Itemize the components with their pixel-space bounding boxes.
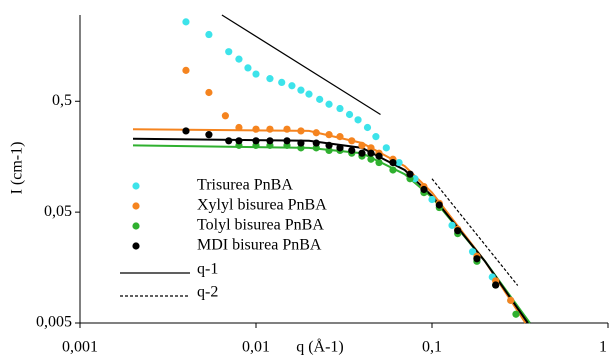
data-point xyxy=(389,166,397,174)
y-axis-title: I (cm-1) xyxy=(9,142,26,195)
legend-label: Tolyl bisurea PnBA xyxy=(197,217,324,234)
data-point xyxy=(252,70,260,78)
fit-line xyxy=(132,128,527,324)
legend-marker xyxy=(132,222,140,230)
data-point xyxy=(468,248,477,256)
data-point xyxy=(348,137,356,145)
data-point xyxy=(411,175,419,183)
x-tick-label: 0,01 xyxy=(242,339,270,356)
guide-line xyxy=(221,14,381,116)
data-point xyxy=(225,48,233,56)
data-point xyxy=(235,123,243,132)
data-point xyxy=(235,55,243,63)
data-point xyxy=(235,137,243,145)
data-point xyxy=(435,201,443,209)
data-point xyxy=(182,18,190,26)
data-point xyxy=(312,129,320,137)
guide-line xyxy=(431,178,519,286)
data-point xyxy=(221,112,229,120)
data-point xyxy=(448,221,456,229)
data-point xyxy=(473,255,481,263)
data-point xyxy=(454,227,462,235)
data-point xyxy=(266,75,274,83)
data-point xyxy=(336,133,344,141)
data-point xyxy=(428,195,436,204)
data-point xyxy=(395,158,403,167)
legend-label: MDI bisurea PnBA xyxy=(197,237,322,254)
data-point xyxy=(367,155,375,163)
data-point xyxy=(367,149,375,157)
data-point xyxy=(389,158,397,167)
data-point xyxy=(375,158,383,167)
data-point xyxy=(252,125,260,133)
data-point xyxy=(325,100,333,108)
data-point xyxy=(182,66,190,74)
data-point xyxy=(266,125,274,133)
legend-label: Xylyl bisurea PnBA xyxy=(197,197,327,214)
data-point xyxy=(367,144,375,152)
data-point xyxy=(375,152,383,160)
data-point xyxy=(336,104,344,113)
y-tick-label: 0,05 xyxy=(44,203,72,220)
data-point xyxy=(266,137,274,145)
data-point xyxy=(205,88,213,97)
data-point xyxy=(182,127,190,135)
data-point xyxy=(492,281,500,289)
legend-label: Trisurea PnBA xyxy=(197,177,293,194)
data-point xyxy=(358,141,366,149)
legend-marker xyxy=(132,202,140,210)
legend-marker xyxy=(132,182,140,190)
data-point xyxy=(358,149,366,157)
data-point xyxy=(205,131,213,139)
fit-line xyxy=(132,144,531,324)
fit-line xyxy=(132,137,529,324)
data-point xyxy=(283,137,291,145)
x-axis-title: q (Å-1) xyxy=(296,338,344,356)
data-point xyxy=(512,310,520,318)
data-point xyxy=(336,144,344,152)
data-point xyxy=(252,137,260,145)
data-point xyxy=(244,64,252,72)
legend-marker xyxy=(132,242,140,250)
data-point xyxy=(297,139,305,147)
x-tick-label: 0,001 xyxy=(62,339,98,356)
data-point xyxy=(283,125,291,133)
legend-label: q-2 xyxy=(197,284,218,301)
data-point xyxy=(316,95,324,103)
data-point xyxy=(297,86,305,94)
data-point xyxy=(348,146,356,155)
y-tick-label: 0,005 xyxy=(36,314,72,331)
x-tick-label: 0,1 xyxy=(422,339,442,356)
data-point xyxy=(225,137,233,145)
data-point xyxy=(278,78,286,86)
data-point xyxy=(363,123,372,132)
data-point xyxy=(382,144,390,152)
data-point xyxy=(288,82,296,90)
data-point xyxy=(305,90,313,98)
data-point xyxy=(345,110,354,119)
data-point xyxy=(507,296,515,304)
legend-label: q-1 xyxy=(197,261,218,278)
x-tick-label: 1 xyxy=(599,339,607,356)
data-point xyxy=(312,139,320,147)
data-point xyxy=(354,116,362,124)
data-point xyxy=(297,127,305,135)
data-point xyxy=(406,170,414,178)
data-point xyxy=(325,146,333,155)
y-tick-label: 0,5 xyxy=(52,92,72,109)
data-point xyxy=(420,185,428,194)
data-point xyxy=(325,131,333,139)
data-point xyxy=(372,133,380,141)
data-point xyxy=(205,30,213,39)
data-point xyxy=(325,141,333,149)
